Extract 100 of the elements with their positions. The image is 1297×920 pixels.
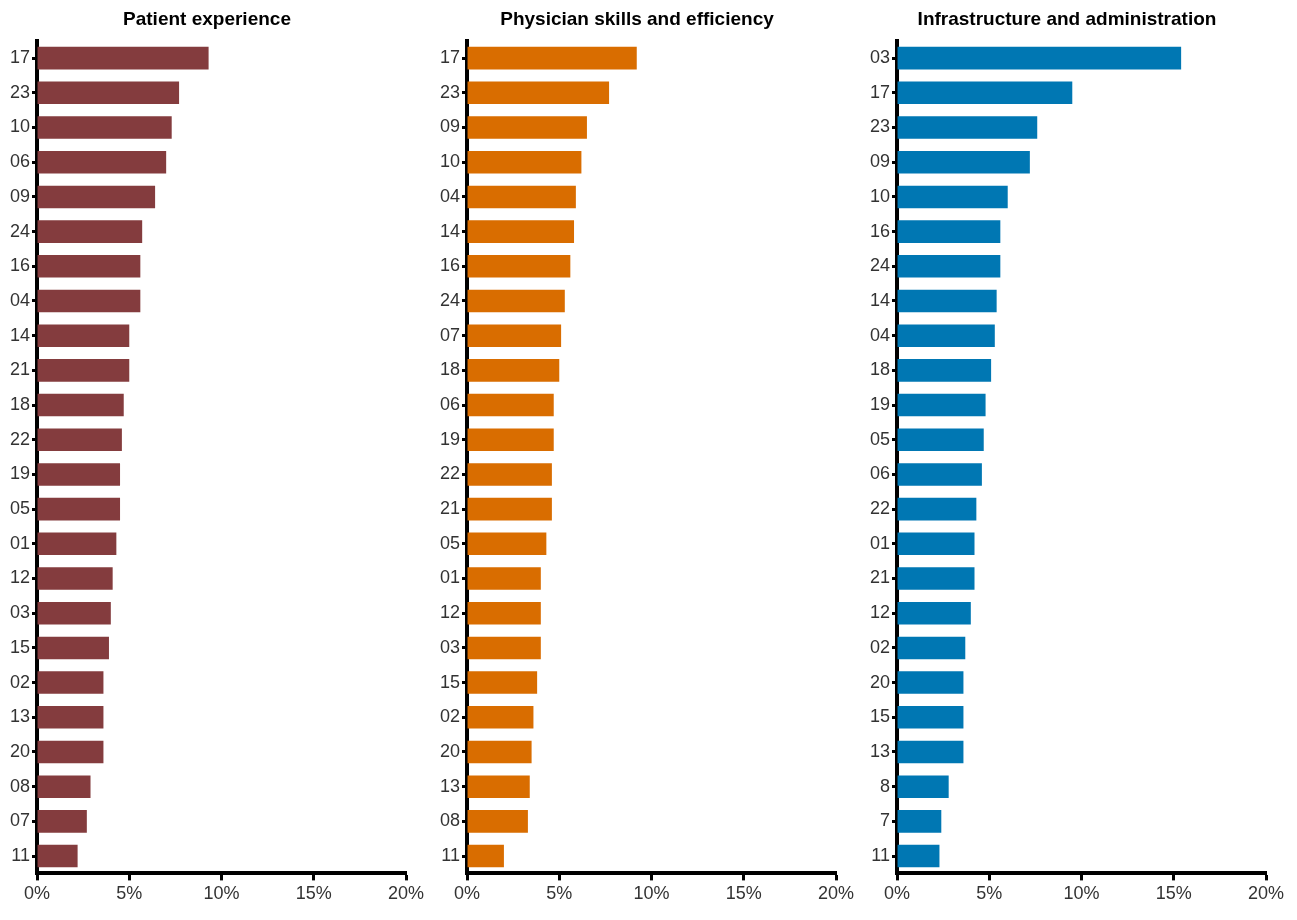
bar — [37, 463, 121, 486]
bar — [37, 289, 141, 313]
x-tick-label: 10% — [1063, 883, 1100, 904]
bar — [37, 810, 87, 833]
y-tick-label: 23 — [869, 116, 891, 137]
y-tick-label: 16 — [9, 255, 31, 276]
bar — [897, 324, 995, 347]
bar — [467, 255, 571, 278]
bar — [897, 393, 986, 417]
y-tick-label: 17 — [9, 47, 31, 68]
bar — [37, 220, 143, 243]
bar — [37, 532, 117, 556]
bar — [467, 324, 562, 347]
x-tick-label: 5% — [546, 883, 573, 904]
y-tick-label: 20 — [9, 740, 31, 761]
bar — [897, 359, 992, 382]
bar — [897, 636, 966, 660]
y-tick-label: 06 — [439, 394, 461, 415]
bar — [467, 706, 534, 729]
bar — [467, 81, 610, 105]
y-tick-label: 03 — [9, 602, 31, 623]
y-tick-label: 08 — [439, 810, 461, 831]
bar — [467, 601, 541, 625]
bar — [37, 150, 167, 174]
y-tick-label: 07 — [9, 810, 31, 831]
y-tick-label: 09 — [439, 116, 461, 137]
bar — [467, 220, 575, 243]
y-tick-label: 12 — [9, 567, 31, 588]
bar — [897, 775, 949, 798]
bar — [897, 255, 1001, 278]
y-tick-label: 17 — [439, 47, 461, 68]
y-tick-label: 04 — [9, 289, 31, 310]
x-tick-label: 20% — [1247, 883, 1285, 904]
bar — [467, 636, 541, 660]
bar — [897, 185, 1008, 209]
y-tick-label: 15 — [439, 671, 461, 692]
y-tick-label: 08 — [9, 775, 31, 796]
bar — [897, 497, 977, 521]
chart-title: Physician skills and efficiency — [500, 7, 775, 29]
y-tick-label: 13 — [869, 740, 891, 761]
x-tick-label: 15% — [1155, 883, 1192, 904]
bar — [897, 81, 1073, 105]
y-tick-label: 01 — [439, 567, 461, 588]
bar — [37, 601, 111, 625]
bar — [897, 46, 1182, 70]
bar — [897, 601, 971, 625]
y-tick-label: 03 — [439, 636, 461, 657]
bar — [897, 844, 940, 868]
x-tick-label: 20% — [817, 883, 855, 904]
y-tick-label: 19 — [9, 463, 31, 484]
y-tick-label: 22 — [439, 463, 461, 484]
bar — [897, 220, 1001, 243]
bar — [467, 497, 552, 521]
y-tick-label: 09 — [869, 151, 891, 172]
bar — [37, 116, 172, 139]
x-tick-label: 15% — [295, 883, 332, 904]
bar — [467, 463, 552, 486]
y-tick-label: 10 — [9, 116, 31, 137]
bar — [467, 740, 532, 764]
bar — [37, 359, 130, 382]
bar — [897, 740, 964, 764]
y-tick-label: 04 — [439, 185, 461, 206]
y-tick-label: 23 — [439, 81, 461, 102]
y-tick-label: 06 — [869, 463, 891, 484]
bar — [37, 775, 91, 798]
y-tick-label: 11 — [441, 845, 461, 866]
y-tick-label: 19 — [869, 394, 891, 415]
bar — [467, 393, 554, 417]
bar — [897, 428, 984, 452]
bar — [37, 567, 113, 590]
y-tick-label: 02 — [9, 671, 31, 692]
y-tick-label: 01 — [9, 532, 31, 553]
y-tick-label: 20 — [439, 740, 461, 761]
bar — [467, 116, 587, 139]
y-tick-label: 03 — [869, 47, 891, 68]
bar — [37, 636, 109, 660]
y-tick-label: 15 — [9, 636, 31, 657]
y-tick-label: 7 — [880, 810, 891, 831]
y-tick-label: 12 — [439, 602, 461, 623]
y-tick-label: 13 — [439, 775, 461, 796]
bar — [467, 810, 528, 833]
y-tick-label: 14 — [439, 220, 461, 241]
bar — [897, 567, 975, 590]
y-tick-label: 24 — [9, 220, 31, 241]
x-tick-label: 0% — [884, 883, 911, 904]
y-tick-label: 05 — [869, 428, 891, 449]
y-tick-label: 15 — [869, 706, 891, 727]
bar — [467, 532, 547, 556]
bar — [897, 532, 975, 556]
bar — [37, 497, 121, 521]
y-tick-label: 11 — [871, 845, 891, 866]
y-tick-label: 21 — [869, 567, 891, 588]
bar — [37, 255, 141, 278]
bar — [37, 81, 180, 105]
y-tick-label: 01 — [869, 532, 891, 553]
bar — [897, 671, 964, 694]
bar — [467, 428, 554, 452]
x-tick-label: 5% — [976, 883, 1003, 904]
y-tick-label: 10 — [869, 185, 891, 206]
y-tick-label: 06 — [9, 151, 31, 172]
